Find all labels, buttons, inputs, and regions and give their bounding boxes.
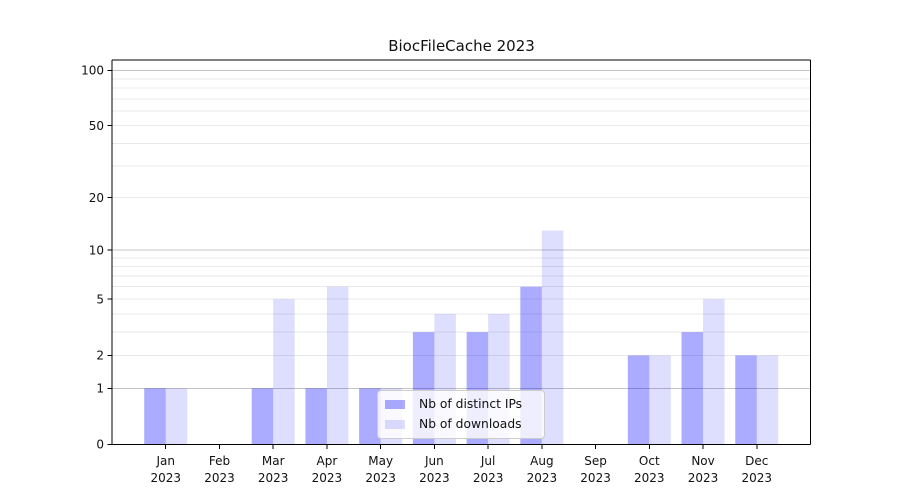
svg-text:2023: 2023 [527, 471, 558, 485]
svg-text:2023: 2023 [150, 471, 181, 485]
bar-apr-downloads [326, 286, 349, 445]
legend-item-distinct-ips: Nb of distinct IPs [385, 396, 536, 413]
bar-may-distinct-ips [359, 388, 381, 445]
svg-text:2023: 2023 [473, 471, 504, 485]
bar-oct-distinct-ips [627, 355, 650, 445]
svg-text:2023: 2023 [688, 471, 719, 485]
svg-text:50: 50 [89, 119, 104, 133]
svg-text:Oct: Oct [639, 454, 660, 468]
svg-text:2023: 2023 [580, 471, 611, 485]
svg-text:Apr: Apr [317, 454, 338, 468]
legend-swatch-distinct-ips [385, 400, 405, 409]
svg-text:0: 0 [96, 438, 104, 452]
svg-text:2023: 2023 [741, 471, 772, 485]
bar-oct-downloads [649, 355, 671, 445]
bar-dec-downloads [756, 355, 779, 445]
bar-mar-distinct-ips [251, 388, 274, 445]
svg-text:2023: 2023 [258, 471, 289, 485]
bar-dec-distinct-ips [735, 355, 757, 445]
bar-nov-downloads [703, 299, 725, 445]
svg-text:Jan: Jan [155, 454, 175, 468]
svg-text:2023: 2023 [634, 471, 665, 485]
axes-box [111, 59, 812, 446]
x-axis-ticks: Jan 2023 Feb 2023 Mar 2023 Apr 2023 May 2023 Jun 20… [150, 444, 772, 485]
bar-jan-downloads [165, 388, 188, 445]
svg-text:Nov: Nov [691, 454, 714, 468]
legend: Nb of distinct IPs Nb of downloads [377, 390, 545, 439]
svg-text:10: 10 [89, 243, 104, 257]
bar-nov-distinct-ips [681, 332, 704, 445]
svg-text:Feb: Feb [209, 454, 230, 468]
bar-apr-distinct-ips [305, 388, 327, 445]
chart-title: BiocFileCache 2023 [388, 37, 535, 55]
gridlines [112, 69, 811, 389]
bar-jan-distinct-ips [144, 388, 166, 445]
svg-text:1: 1 [96, 381, 104, 395]
svg-text:May: May [368, 454, 393, 468]
svg-text:Aug: Aug [530, 454, 553, 468]
legend-label-distinct-ips: Nb of distinct IPs [419, 397, 523, 412]
svg-text:Jun: Jun [424, 454, 444, 468]
svg-text:5: 5 [96, 292, 104, 306]
svg-text:2023: 2023 [419, 471, 450, 485]
svg-text:Sep: Sep [584, 454, 607, 468]
svg-text:20: 20 [89, 191, 104, 205]
legend-label-downloads: Nb of downloads [419, 417, 522, 432]
legend-swatch-downloads [385, 420, 405, 429]
bar-aug-downloads [541, 230, 564, 445]
bar-mar-downloads [273, 299, 295, 445]
svg-text:100: 100 [81, 64, 104, 78]
svg-text:Jul: Jul [480, 454, 495, 468]
svg-text:Dec: Dec [745, 454, 768, 468]
y-axis-ticks: 0 1 2 5 10 20 50 100 [81, 64, 112, 452]
svg-text:Mar: Mar [262, 454, 285, 468]
svg-text:2: 2 [96, 349, 104, 363]
svg-text:2023: 2023 [204, 471, 235, 485]
svg-text:2023: 2023 [312, 471, 343, 485]
svg-text:2023: 2023 [365, 471, 396, 485]
legend-item-downloads: Nb of downloads [385, 416, 536, 433]
